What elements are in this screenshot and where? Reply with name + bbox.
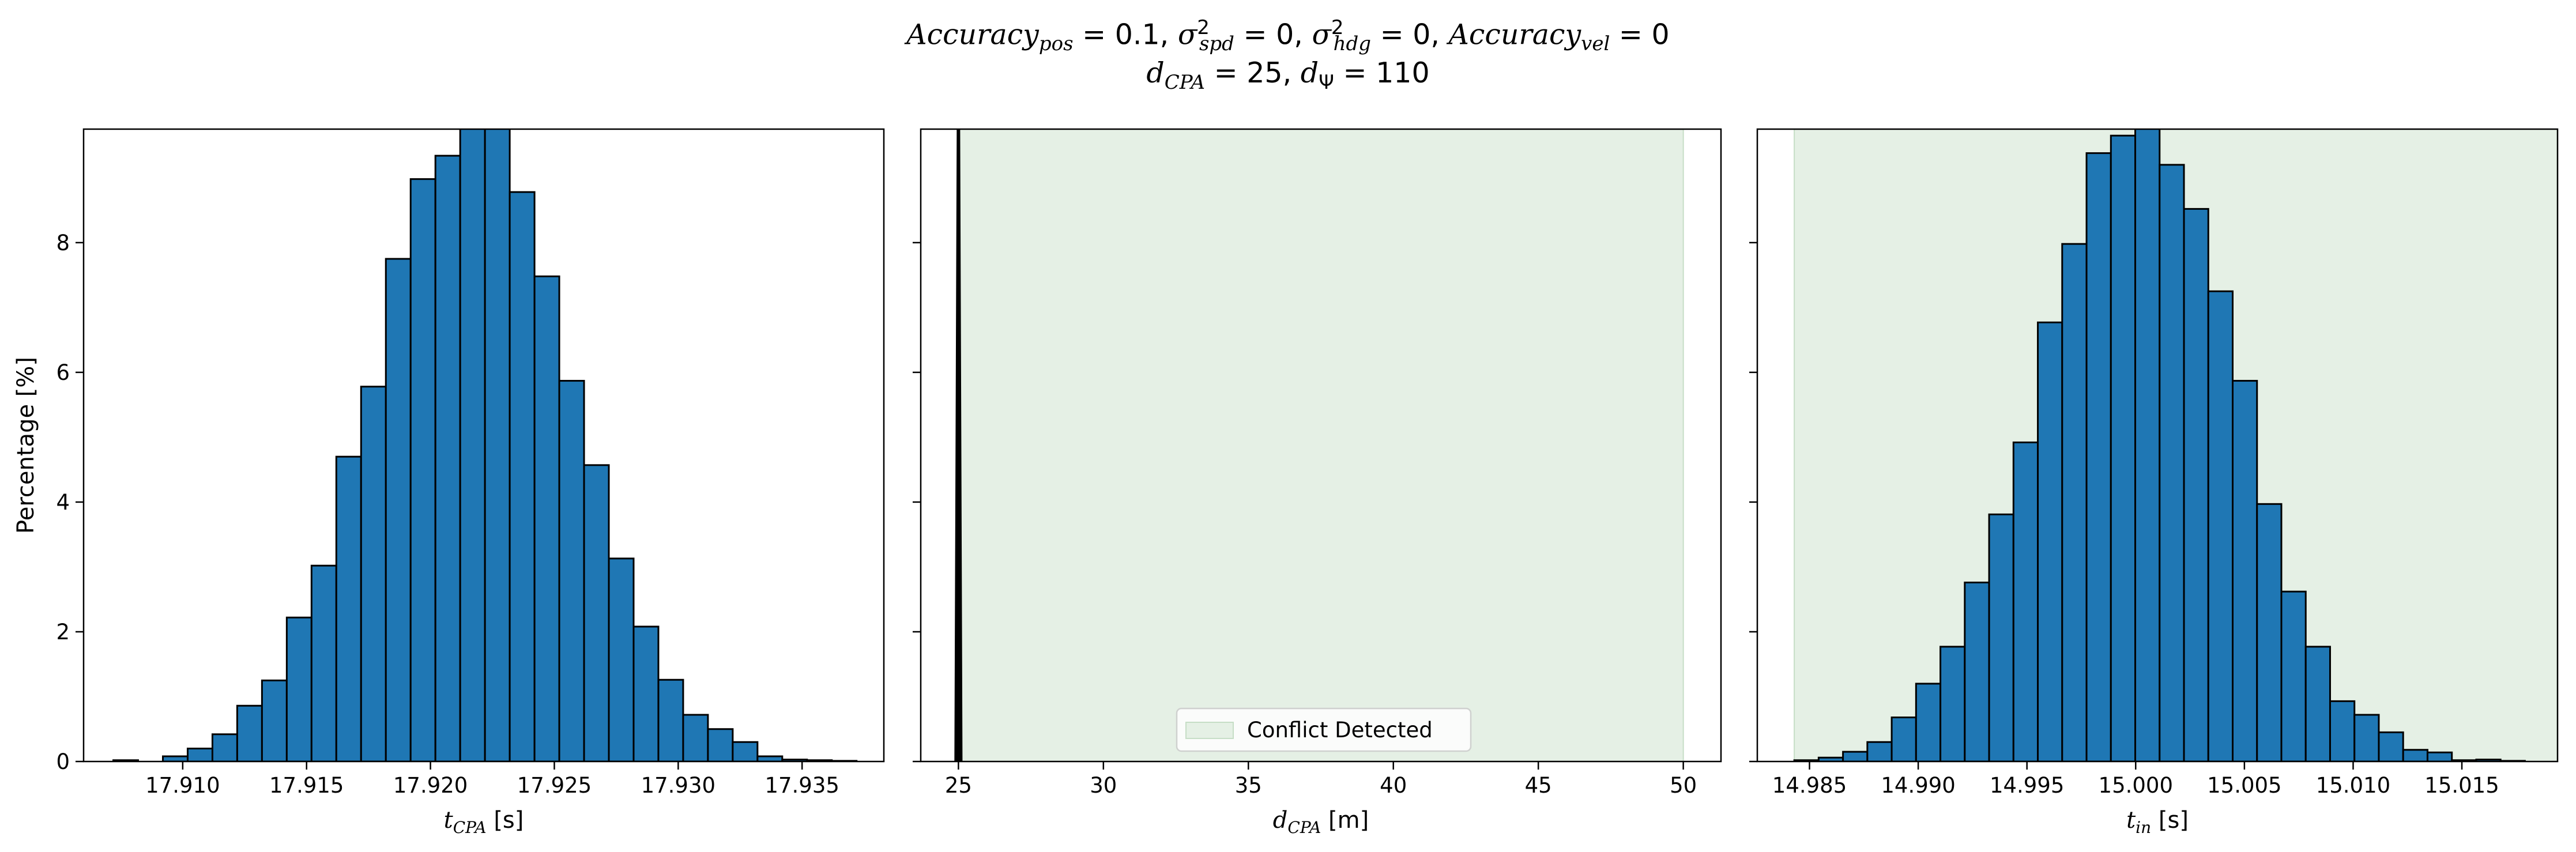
histogram-bar [261,679,288,761]
histogram-bar [335,455,362,761]
histogram-bar [2256,503,2283,761]
plot-area [954,129,1684,761]
x-tick-label: 50 [1670,773,1697,798]
histogram-bar [2183,208,2209,761]
histogram-bar [1866,741,1893,761]
y-tick-label: 0 [56,749,70,774]
histogram-bar [2207,290,2234,761]
histogram-bar [608,557,635,761]
x-axis-label: tin [s] [2126,807,2189,837]
histogram-bar [484,129,511,761]
axes-frame [1756,128,2559,763]
x-tick-label: 15.005 [2207,773,2281,798]
histogram-bar [459,129,486,761]
x-tick-label: 17.935 [764,773,839,798]
x-tick-label: 14.990 [1881,773,1955,798]
y-tick-label: 2 [56,620,70,644]
x-tick-label: 15.015 [2424,773,2499,798]
histogram-bar [2232,380,2258,761]
histogram-bar [682,714,709,761]
x-tick-label: 40 [1380,773,1407,798]
histogram-bar [1988,513,2014,761]
histogram-bar [162,755,189,761]
y-tick-label: 8 [56,231,70,255]
x-tick-label: 17.920 [393,773,468,798]
histogram-bar [434,154,461,761]
y-axis-label: Percentage [%] [13,357,39,534]
x-tick-label: 17.925 [517,773,592,798]
histogram-bar [409,178,436,761]
histogram-bar [360,386,387,761]
chart-panel-3: 14.985 14.990 14.995 15.000 15.005 15.010 15.0… [1749,128,2559,837]
histogram-bar [2061,243,2088,761]
x-tick-label: 17.915 [269,773,344,798]
histogram-spike [954,129,963,761]
legend: Conflict Detected [1176,707,1472,752]
chart-panel-2: 25 30 35 40 45 50 dCPA [m] Conflict Detected [913,128,1722,837]
plot-area [112,129,858,761]
histogram-bar [2012,441,2039,761]
x-tick-label: 14.985 [1772,773,1847,798]
histogram-bar [2159,164,2185,761]
histogram-bar [732,741,759,761]
histogram-bar [2134,129,2161,761]
histogram-bar [186,747,213,761]
legend-swatch [1185,722,1234,739]
figure-title-line-1: Accuracypos = 0.1, σ2spd = 0, σ2hdg = 0,… [906,16,1670,56]
histogram-bar [2378,731,2404,761]
histogram-bar [2110,134,2137,761]
histogram-bar [2280,590,2307,761]
x-axis-label: tCPA [s] [444,807,524,837]
x-axis-label: dCPA [m] [1273,807,1369,837]
x-tick-label: 14.995 [1990,773,2064,798]
histogram-bar [657,678,684,761]
legend-label: Conflict Detected [1247,718,1433,742]
histogram-bar [2304,646,2331,761]
histogram-bar [236,704,263,761]
histogram-bar [707,728,734,761]
histogram-bar [211,733,238,761]
histogram-bar [385,258,412,761]
x-tick-label: 17.910 [145,773,220,798]
histogram-bar [756,755,784,761]
figure-title-line-2: dCPA = 25, dΨ = 110 [1146,56,1430,94]
chart-panel-1: 17.910 17.915 17.920 17.925 17.930 17.935 0 2 4 6… [13,128,885,837]
x-tick-label: 15.010 [2316,773,2390,798]
axes-frame [82,128,885,763]
histogram-bar [1915,683,1942,761]
x-tick-label: 25 [945,773,972,798]
histogram-bar [2037,321,2063,761]
histogram-bar [1939,646,1966,761]
histogram-bar [310,564,337,761]
histogram-bar [509,191,536,761]
x-tick-label: 17.930 [641,773,715,798]
histogram-bar [1842,751,1869,761]
x-tick-label: 45 [1525,773,1552,798]
histogram-bar [1964,581,1990,761]
plot-area [1793,129,2558,761]
histogram-bar [285,616,312,761]
x-tick-label: 35 [1235,773,1262,798]
histogram-bar [2402,749,2428,761]
histogram-bar [632,625,660,761]
histogram-bar [2329,700,2356,761]
legend-box [1176,707,1472,752]
histogram-bar [2085,152,2112,761]
y-tick-label: 6 [56,360,70,385]
conflict-region [958,129,1684,761]
y-tick-label: 4 [56,490,70,515]
axes-frame [920,128,1722,763]
histogram-bar [558,380,585,761]
histogram-bar [583,464,610,761]
histogram-bar [533,275,560,761]
histogram-bar [2353,714,2380,761]
histogram-bar [1890,716,1917,761]
x-tick-label: 15.000 [2099,773,2173,798]
x-tick-label: 30 [1090,773,1117,798]
histogram-bar [2426,751,2453,761]
